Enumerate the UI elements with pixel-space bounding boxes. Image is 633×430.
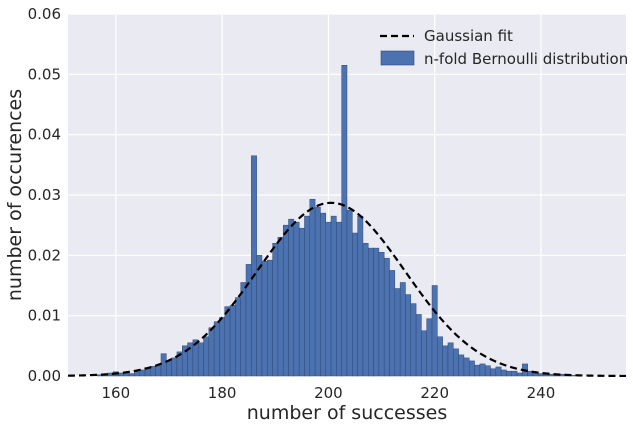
histogram-bar bbox=[383, 258, 390, 377]
histogram-bar bbox=[495, 366, 502, 377]
histogram-bar bbox=[320, 212, 326, 377]
histogram-bar bbox=[399, 282, 406, 377]
histogram-bar bbox=[160, 353, 167, 377]
histogram-bar bbox=[368, 247, 374, 377]
x-tick-label: 180 bbox=[208, 384, 237, 402]
histogram-bar bbox=[330, 215, 337, 377]
legend-histogram-swatch bbox=[380, 50, 415, 66]
histogram-bar bbox=[128, 373, 135, 377]
histogram-bar bbox=[463, 357, 470, 377]
histogram-bar bbox=[426, 318, 433, 377]
histogram-bar bbox=[256, 255, 263, 377]
histogram-bar bbox=[405, 294, 412, 377]
histogram-bar bbox=[155, 364, 162, 377]
histogram-bar bbox=[500, 369, 507, 377]
histogram-bar bbox=[298, 227, 305, 377]
histogram-bar bbox=[288, 218, 295, 377]
histogram-bar bbox=[277, 236, 284, 377]
histogram-bar bbox=[373, 247, 380, 377]
x-tick-labels: 160 180 200 220 240 bbox=[102, 384, 556, 402]
histogram-bar bbox=[309, 198, 316, 377]
histogram-bar bbox=[166, 360, 172, 377]
x-tick-label: 240 bbox=[527, 384, 556, 402]
x-axis-label: number of successes bbox=[247, 402, 447, 424]
histogram-bar bbox=[229, 305, 236, 377]
histogram-bar bbox=[171, 357, 178, 377]
histogram-bar bbox=[293, 221, 300, 377]
gaussian-fit-line bbox=[67, 201, 626, 378]
histogram-bar bbox=[389, 270, 396, 377]
histogram-bar bbox=[352, 232, 358, 377]
histogram-bar bbox=[357, 215, 364, 377]
histogram-bar bbox=[325, 221, 332, 377]
histogram-bar bbox=[251, 155, 257, 377]
y-tick-label: 0.06 bbox=[28, 5, 61, 23]
histogram-bar bbox=[304, 215, 311, 377]
histogram-bar bbox=[415, 314, 422, 377]
histogram-bar bbox=[362, 243, 369, 377]
histogram-bar bbox=[447, 342, 454, 377]
histogram-bar bbox=[431, 285, 438, 377]
histogram-bar bbox=[421, 330, 427, 377]
y-tick-label: 0.05 bbox=[28, 65, 61, 83]
legend: Gaussian fit n-fold Bernoulli distributi… bbox=[380, 27, 628, 68]
histogram-bar bbox=[442, 345, 449, 377]
histogram-bar bbox=[453, 348, 459, 377]
histogram-bar bbox=[235, 297, 241, 377]
histogram-bar bbox=[208, 327, 215, 377]
y-tick-label: 0.00 bbox=[28, 367, 61, 385]
histogram-bar bbox=[213, 321, 220, 377]
x-tick-label: 200 bbox=[314, 384, 343, 402]
y-axis-label: number of occurences bbox=[4, 89, 26, 301]
histogram-bar bbox=[468, 360, 475, 377]
histogram-bar bbox=[192, 339, 199, 377]
histogram-bar bbox=[219, 317, 226, 377]
histogram-bar bbox=[261, 261, 268, 377]
histogram-bar bbox=[224, 306, 231, 377]
histogram-bar bbox=[410, 303, 417, 377]
histogram-bar bbox=[394, 288, 401, 377]
histogram-bar bbox=[314, 206, 321, 377]
y-tick-label: 0.02 bbox=[28, 246, 61, 264]
histogram-bar bbox=[484, 365, 491, 377]
legend-gaussian-label: Gaussian fit bbox=[424, 27, 513, 45]
histogram-bar bbox=[272, 243, 279, 377]
histogram-bar bbox=[516, 372, 523, 377]
histogram-bar bbox=[341, 65, 348, 377]
histogram-bar bbox=[506, 370, 512, 377]
x-tick-label: 220 bbox=[420, 384, 449, 402]
y-tick-label: 0.01 bbox=[28, 307, 61, 325]
histogram-bar bbox=[346, 209, 353, 377]
x-tick-label: 160 bbox=[102, 384, 131, 402]
histogram-bar bbox=[378, 252, 385, 377]
histogram-bar bbox=[240, 282, 247, 377]
histogram-bar bbox=[282, 224, 289, 377]
y-tick-labels: 0.00 0.01 0.02 0.03 0.04 0.05 0.06 bbox=[28, 5, 61, 385]
histogram-bar bbox=[336, 221, 342, 377]
legend-histogram-label: n-fold Bernoulli distribution bbox=[424, 50, 628, 68]
histogram-bar bbox=[437, 336, 443, 377]
histogram-bar bbox=[511, 370, 518, 377]
y-tick-label: 0.04 bbox=[28, 126, 61, 144]
histogram-bar bbox=[245, 264, 252, 377]
histogram-bar bbox=[479, 363, 486, 377]
histogram-bar bbox=[197, 342, 204, 377]
y-tick-label: 0.03 bbox=[28, 186, 61, 204]
histogram-bar bbox=[134, 371, 140, 377]
histogram-bar bbox=[267, 259, 273, 377]
histogram-bar bbox=[203, 336, 210, 377]
histogram-bar bbox=[458, 354, 465, 377]
histogram-bar bbox=[474, 364, 481, 377]
histogram-bar bbox=[490, 368, 497, 377]
